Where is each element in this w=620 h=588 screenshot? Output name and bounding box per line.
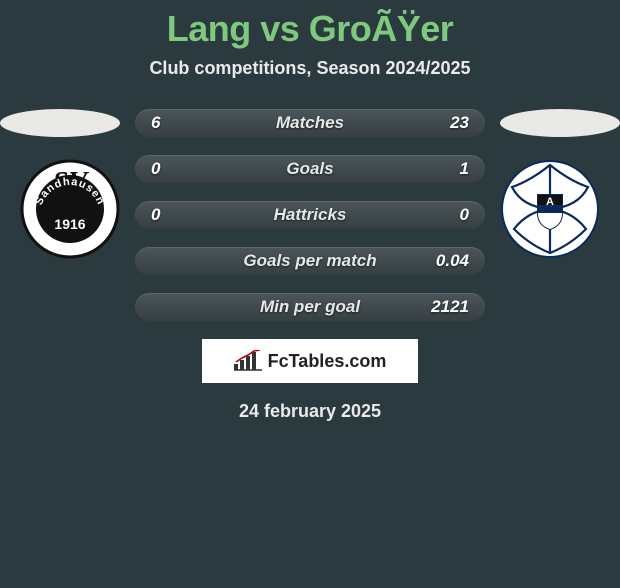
stat-right-value: 0.04: [436, 251, 469, 271]
stat-left-value: 6: [151, 113, 160, 133]
stat-right-value: 1: [460, 159, 469, 179]
stat-row: 6 Matches 23: [135, 109, 485, 137]
stat-right-value: 0: [460, 205, 469, 225]
club-badge-left: SV Sandhausen 1916: [20, 159, 120, 259]
stat-row: Goals per match 0.04: [135, 247, 485, 275]
stat-left-value: 0: [151, 159, 160, 179]
page-title: Lang vs GroÃŸer: [0, 8, 620, 50]
date-label: 24 february 2025: [0, 401, 620, 422]
brand-label: FcTables.com: [268, 351, 387, 372]
stat-label: Matches: [276, 113, 344, 133]
sandhausen-crest-icon: SV Sandhausen 1916: [20, 159, 120, 259]
svg-text:1916: 1916: [54, 216, 85, 232]
stat-left-value: 0: [151, 205, 160, 225]
arminia-crest-icon: A: [500, 159, 600, 259]
brand-box[interactable]: FcTables.com: [202, 339, 418, 383]
stat-row: Min per goal 2121: [135, 293, 485, 321]
player-photo-right: [500, 109, 620, 137]
player-photo-left: [0, 109, 120, 137]
stat-label: Goals per match: [243, 251, 376, 271]
stat-right-value: 2121: [431, 297, 469, 317]
stat-right-value: 23: [450, 113, 469, 133]
stat-row: 0 Goals 1: [135, 155, 485, 183]
stat-label: Hattricks: [274, 205, 347, 225]
stat-row: 0 Hattricks 0: [135, 201, 485, 229]
stat-label: Min per goal: [260, 297, 360, 317]
svg-text:A: A: [546, 196, 554, 208]
subtitle: Club competitions, Season 2024/2025: [0, 58, 620, 79]
bar-chart-icon: [234, 350, 262, 372]
stats-list: 6 Matches 23 0 Goals 1 0 Hattricks 0 Goa…: [135, 109, 485, 321]
club-badge-right: A: [500, 159, 600, 259]
stat-label: Goals: [286, 159, 333, 179]
comparison-panel: SV Sandhausen 1916 A 6 Matc: [0, 109, 620, 422]
